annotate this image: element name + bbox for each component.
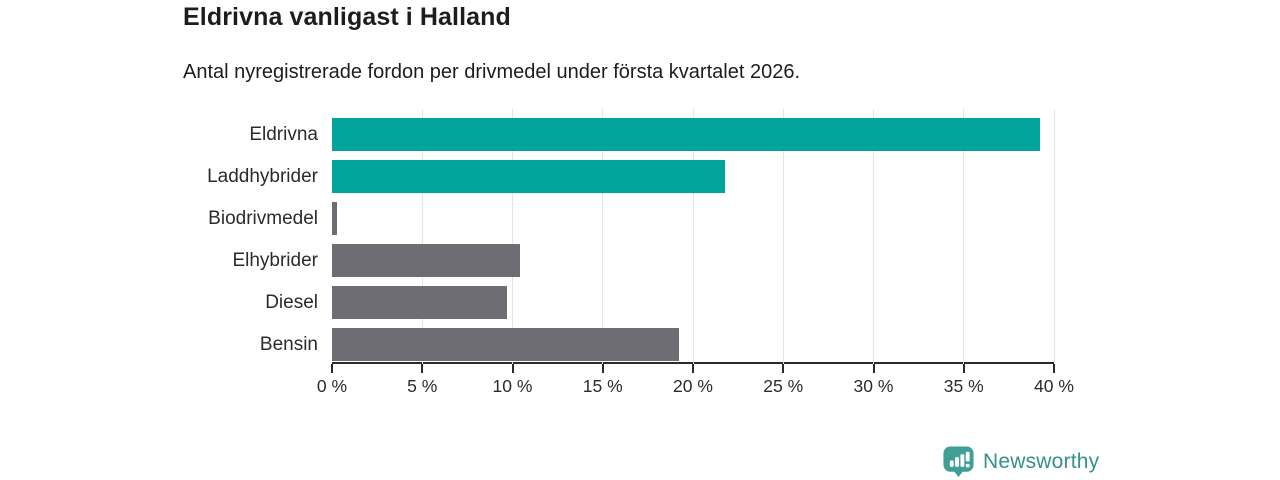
gridline	[963, 109, 965, 364]
category-labels: Eldrivna Laddhybrider Biodrivmedel Elhybrid…	[0, 109, 318, 364]
newsworthy-logo-icon	[943, 446, 974, 478]
gridline	[602, 109, 604, 364]
x-axis-tick	[331, 364, 333, 373]
x-axis-tick-label: 40 %	[1034, 376, 1074, 396]
bar-laddhybrider	[332, 160, 726, 193]
x-axis-tick	[962, 364, 965, 373]
x-axis-tick	[511, 364, 514, 373]
gridline	[692, 109, 694, 364]
x-axis-tick-label: 0 %	[316, 376, 348, 396]
gridline	[782, 109, 784, 364]
chart-subtitle: Antal nyregistrerade fordon per drivmede…	[183, 61, 801, 83]
x-axis-tick-label: 35 %	[943, 376, 984, 396]
bar-elhybrider	[332, 244, 520, 277]
category-label-elhybrider: Elhybrider	[232, 250, 318, 271]
x-axis-tick-label: 10 %	[492, 376, 533, 396]
bar-bensin	[332, 328, 679, 361]
x-axis-tick	[1053, 364, 1055, 373]
category-label-diesel: Diesel	[265, 292, 318, 313]
plot-area: 0 % 5 % 10 % 15 % 20 % 25 % 30 % 35 % 40 %	[317, 109, 1074, 396]
x-axis-tick-label: 15 %	[582, 376, 623, 396]
x-axis-tick	[601, 364, 604, 373]
x-axis-tick-label: 30 %	[853, 376, 894, 396]
x-axis-tick	[782, 364, 785, 373]
x-axis-tick-label: 25 %	[763, 376, 804, 396]
gridline	[1053, 109, 1055, 364]
category-label-bensin: Bensin	[259, 334, 318, 355]
x-axis-tick	[692, 364, 694, 373]
newsworthy-logo: Newsworthy	[942, 445, 1099, 478]
category-label-laddhybrider: Laddhybrider	[207, 166, 318, 187]
bar-diesel	[332, 286, 508, 319]
newsworthy-logo-text: Newsworthy	[983, 449, 1100, 473]
x-axis-tick	[872, 364, 875, 373]
x-axis-tick	[421, 364, 424, 373]
x-axis-tick-label: 20 %	[673, 376, 713, 396]
gridline	[873, 109, 874, 364]
gridline	[512, 109, 513, 364]
bar-biodrivmedel	[332, 202, 338, 235]
x-axis-tick-label: 5 %	[407, 376, 438, 396]
category-label-biodrivmedel: Biodrivmedel	[208, 208, 318, 229]
bar-eldrivna	[332, 118, 1040, 151]
category-label-eldrivna: Eldrivna	[249, 124, 318, 145]
chart-title: Eldrivna vanligast i Halland	[183, 3, 511, 31]
gridline	[421, 109, 423, 364]
